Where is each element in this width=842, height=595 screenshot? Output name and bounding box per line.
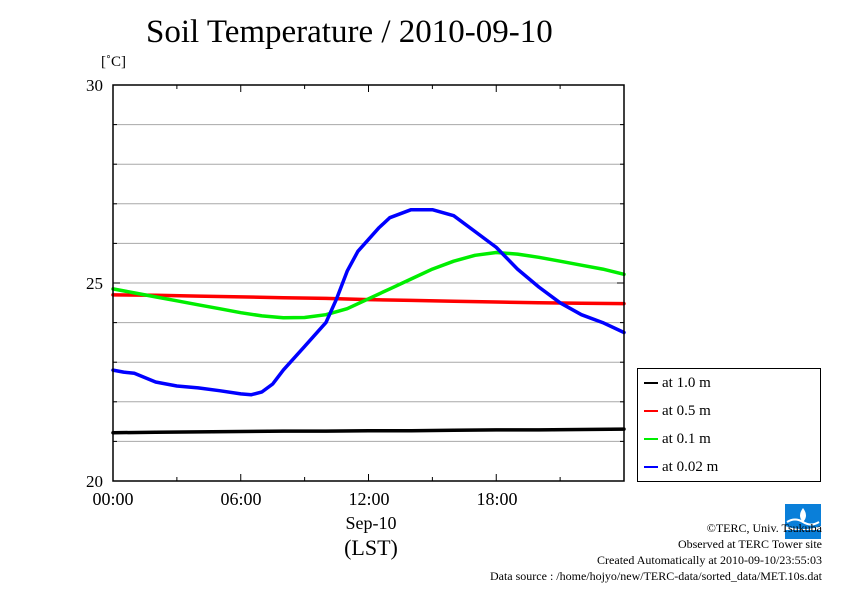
- x-date-label: Sep-10: [345, 513, 397, 533]
- site-text: Observed at TERC Tower site: [677, 537, 822, 551]
- legend-label-002m: at 0.02 m: [662, 458, 719, 475]
- tick-marks: [112, 84, 625, 482]
- x-tick-label-0600: 06:00: [220, 489, 262, 509]
- source-text: Data source : /home/hojyo/new/TERC-data/…: [489, 569, 822, 583]
- series-line-at-1-0-m: [111, 427, 626, 435]
- terc-logo: [785, 504, 821, 539]
- copyright-text: ©TERC, Univ. Tsukuba: [706, 521, 822, 535]
- x-axis-label: (LST): [344, 535, 398, 560]
- legend-label-05m: at 0.5 m: [662, 402, 711, 419]
- x-tick-label-1200: 12:00: [348, 489, 390, 509]
- created-text: Created Automatically at 2010-09-10/23:5…: [597, 553, 822, 567]
- series-layer: [111, 207, 626, 435]
- legend-label-1m: at 1.0 m: [662, 374, 711, 391]
- chart-title: Soil Temperature / 2010-09-10: [146, 14, 553, 50]
- legend-swatch-05m: [644, 410, 658, 412]
- legend-swatch-1m: [644, 382, 658, 384]
- y-tick-label-20: 20: [86, 472, 103, 491]
- credits: ©TERC, Univ. Tsukuba Observed at TERC To…: [490, 520, 822, 584]
- legend-item-05m: at 0.5 m: [644, 401, 711, 421]
- x-tick-label-1800: 18:00: [476, 489, 518, 509]
- series-line-at-0-02-m: [111, 207, 626, 397]
- legend: at 1.0 m at 0.5 m at 0.1 m at 0.02 m: [637, 368, 821, 482]
- legend-item-01m: at 0.1 m: [644, 429, 711, 449]
- x-tick-label-0000: 00:00: [92, 489, 134, 509]
- legend-swatch-01m: [644, 438, 658, 440]
- legend-label-01m: at 0.1 m: [662, 430, 711, 447]
- series-line-at-0-1-m: [111, 250, 626, 320]
- legend-item-1m: at 1.0 m: [644, 373, 711, 393]
- legend-item-002m: at 0.02 m: [644, 457, 718, 477]
- legend-swatch-002m: [644, 466, 658, 468]
- grid-lines: [113, 124, 624, 442]
- y-tick-label-25: 25: [86, 274, 103, 293]
- y-tick-label-30: 30: [86, 76, 103, 95]
- y-unit-label: [˚C]: [101, 54, 126, 70]
